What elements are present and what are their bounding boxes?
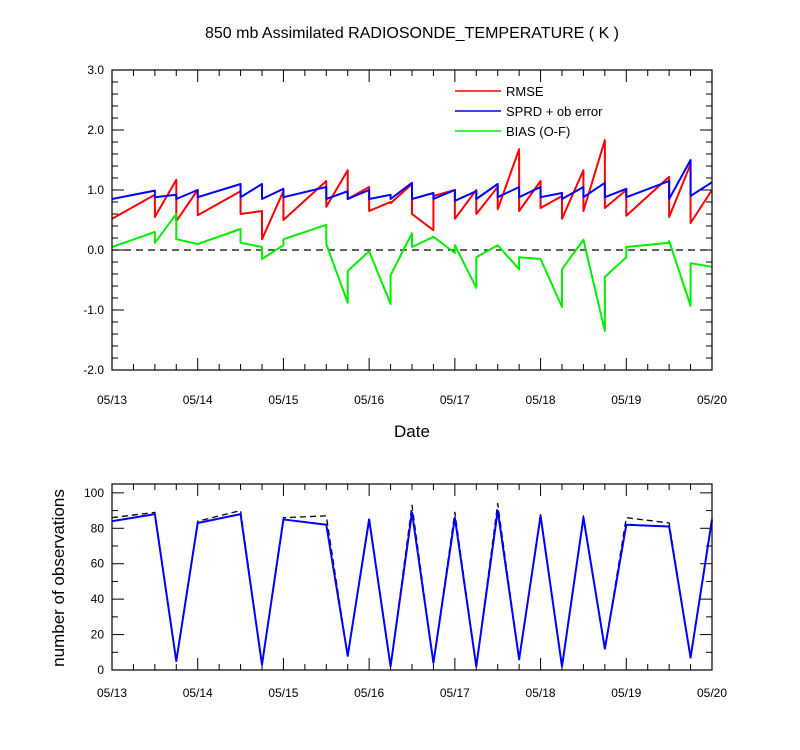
top-chart-title: 850 mb Assimilated RADIOSONDE_TEMPERATUR…	[205, 25, 619, 42]
bottom-y-axis-label: number of observations	[49, 489, 68, 667]
bottom-y-tick-label: 100	[84, 486, 104, 500]
legend-sprd-label: SPRD + ob error	[506, 104, 603, 119]
legend-bias-label: BIAS (O-F)	[506, 124, 570, 139]
bottom-y-tick-label: 80	[91, 521, 105, 535]
bottom-x-tick-label: 05/20	[697, 686, 727, 700]
bottom-series-possible	[111, 502, 713, 668]
top-y-tick-label: -2.0	[83, 363, 104, 377]
top-x-tick-label: 05/16	[354, 393, 384, 407]
bottom-y-tick-label: 40	[91, 592, 105, 606]
top-x-tick-label: 05/14	[183, 393, 213, 407]
top-x-tick-label: 05/17	[440, 393, 470, 407]
bottom-x-tick-label: 05/15	[268, 686, 298, 700]
top-x-tick-label: 05/15	[268, 393, 298, 407]
legend: RMSE SPRD + ob error BIAS (O-F)	[455, 84, 603, 139]
legend-rmse-label: RMSE	[506, 84, 544, 99]
top-y-tick-label: 2.0	[87, 123, 104, 137]
top-plot-frame	[111, 69, 713, 371]
top-x-tick-label: 05/18	[526, 393, 556, 407]
bottom-plot-frame	[111, 483, 713, 671]
top-y-tick-label: 3.0	[87, 63, 104, 77]
top-y-tick-label: 0.0	[87, 243, 104, 257]
top-series-rmse	[111, 139, 713, 241]
top-x-tick-label: 05/19	[611, 393, 641, 407]
bottom-x-tick-label: 05/19	[611, 686, 641, 700]
bottom-x-tick-label: 05/17	[440, 686, 470, 700]
bottom-x-tick-label: 05/13	[97, 686, 127, 700]
bottom-y-tick-label: 0	[97, 663, 104, 677]
top-x-tick-label: 05/20	[697, 393, 727, 407]
top-x-axis-label: Date	[394, 422, 430, 441]
top-series-sprd-ob-error	[111, 159, 713, 202]
bottom-x-tick-label: 05/16	[354, 686, 384, 700]
bottom-y-tick-label: 20	[91, 628, 105, 642]
bottom-chart: 05/13 05/14 05/15 05/16 05/17 05/18 05/19 05/20…	[84, 483, 727, 700]
top-x-tick-label: 05/13	[97, 393, 127, 407]
top-y-tick-label: 1.0	[87, 183, 104, 197]
top-chart: 05/13 05/14 05/15 05/16 05/17 05/18 05/19 05/20…	[83, 63, 727, 407]
bottom-x-tick-label: 05/18	[526, 686, 556, 700]
top-y-tick-label: -1.0	[83, 303, 104, 317]
top-series-bias-o-f	[111, 213, 713, 332]
bottom-x-tick-label: 05/14	[183, 686, 213, 700]
bottom-series-used	[111, 509, 713, 668]
bottom-y-tick-label: 60	[91, 557, 105, 571]
